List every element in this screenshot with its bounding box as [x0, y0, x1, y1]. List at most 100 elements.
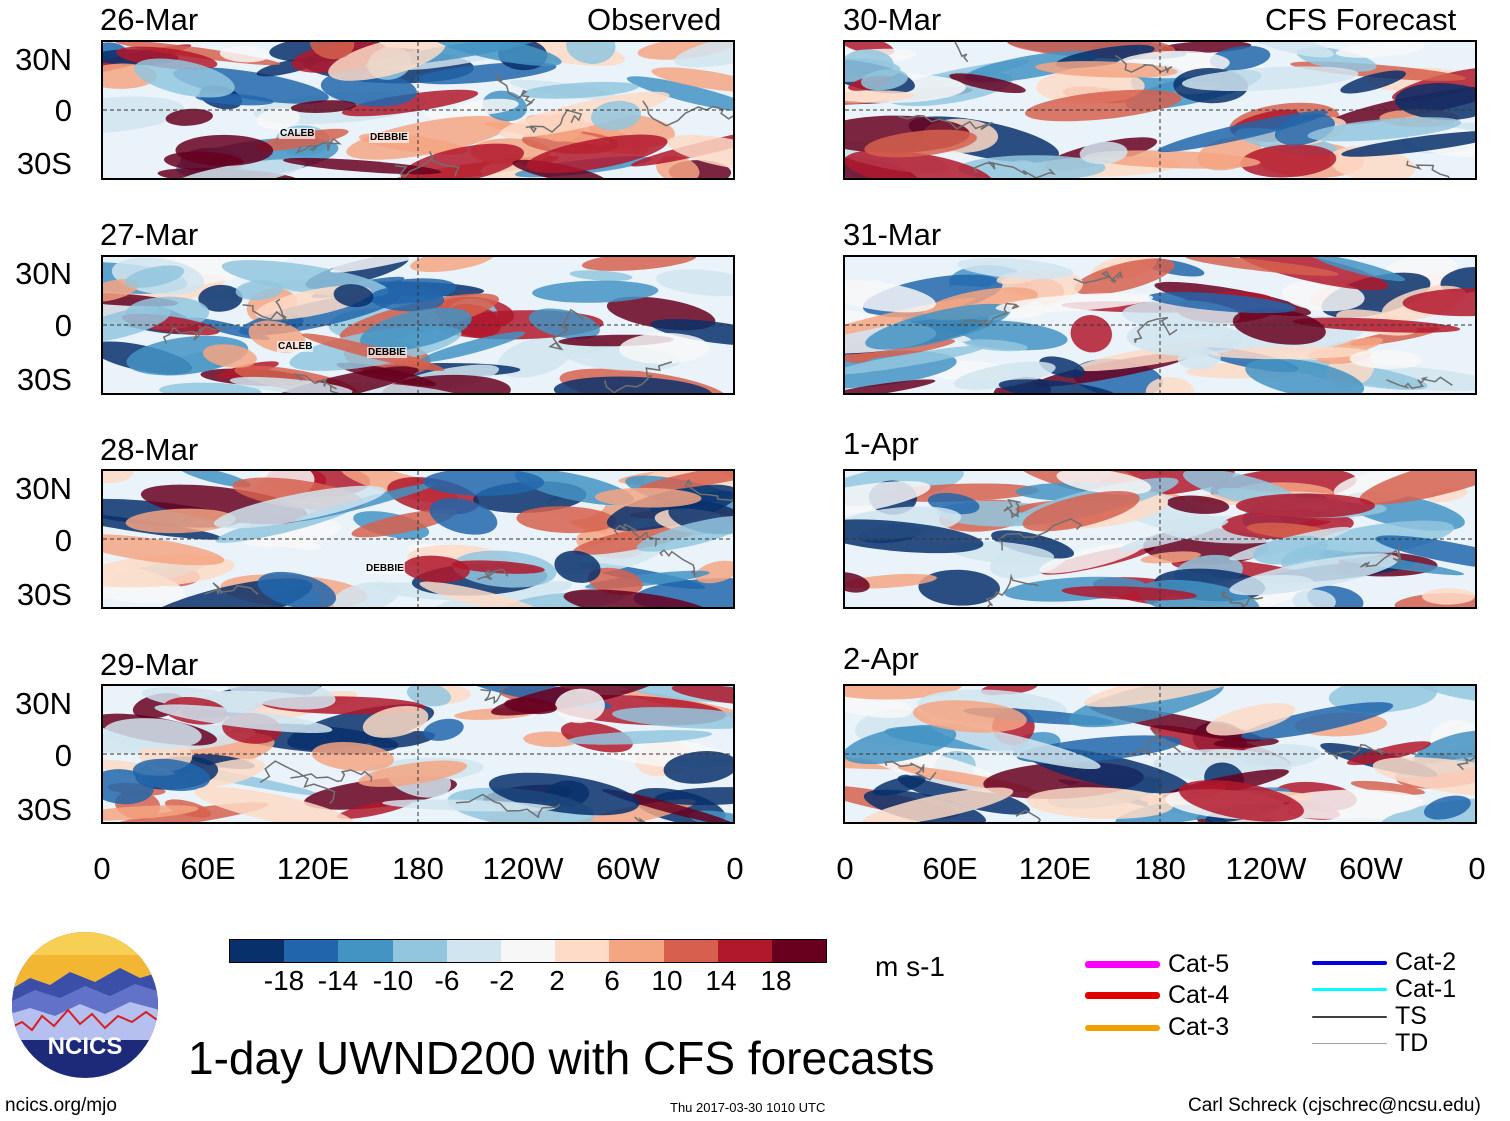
- wind-contour: [845, 481, 931, 520]
- wind-contour: [382, 799, 556, 812]
- wind-contour: [569, 270, 633, 281]
- panel-title-obs-3: 28-Mar: [100, 432, 199, 467]
- coastline: [455, 793, 561, 819]
- footer-url[interactable]: ncics.org/mjo: [5, 1095, 117, 1116]
- colorbar-swatch: [609, 940, 664, 962]
- wind-contour: [626, 76, 733, 113]
- wind-contour: [637, 471, 733, 492]
- coastline: [883, 760, 937, 781]
- wind-contour: [103, 96, 185, 134]
- wind-contour: [103, 278, 140, 302]
- wind-contour: [370, 286, 445, 312]
- wind-contour: [103, 805, 199, 821]
- wind-contour: [555, 688, 605, 724]
- storm-label-debbie: DEBBIE: [365, 563, 405, 574]
- wind-contour: [402, 555, 470, 583]
- wind-contour: [213, 485, 386, 529]
- coastline: [290, 769, 373, 783]
- colorbar-tick: -14: [317, 965, 359, 996]
- lat-label-30s: 30S: [16, 577, 72, 612]
- wind-contour: [419, 581, 545, 607]
- wind-contour: [124, 265, 185, 288]
- legend-swatch: [1312, 960, 1387, 965]
- coastline: [684, 478, 733, 502]
- wind-contour: [333, 284, 374, 308]
- wind-contour: [845, 345, 985, 375]
- wind-contour: [587, 567, 643, 596]
- panel-title-fc-3: 1-Apr: [843, 426, 919, 461]
- lat-label-30n: 30N: [15, 471, 72, 506]
- wind-contour: [309, 42, 355, 60]
- wind-contour: [430, 42, 562, 67]
- wind-contour: [845, 90, 915, 102]
- colorbar-swatch: [771, 940, 827, 962]
- wind-contour: [554, 550, 601, 583]
- wind-contour: [1074, 258, 1175, 295]
- wind-contour: [103, 471, 134, 484]
- page-title: 1-day UWND200 with CFS forecasts: [188, 1032, 935, 1084]
- wind-contour: [360, 307, 472, 351]
- observed-header: Observed: [587, 2, 722, 37]
- wind-contour: [845, 280, 936, 313]
- wind-contour: [1022, 491, 1140, 532]
- wind-contour: [1070, 315, 1113, 353]
- wind-contour: [1412, 686, 1475, 703]
- wind-contour: [255, 128, 349, 151]
- wind-contour: [1422, 588, 1475, 605]
- wind-contour: [636, 515, 733, 552]
- wind-contour: [991, 530, 1075, 559]
- wind-contour: [566, 730, 713, 745]
- map-panel-2-apr: [843, 684, 1477, 824]
- colorbar-swatch: [663, 940, 718, 962]
- map-panel-27-mar: CALEB DEBBIE: [101, 255, 735, 395]
- logo-text: NCICS: [48, 1033, 123, 1060]
- wind-contour: [619, 332, 710, 364]
- wind-contour: [451, 560, 545, 574]
- wind-contour: [553, 376, 713, 393]
- wind-contour: [1291, 520, 1455, 561]
- wind-contour: [1292, 317, 1461, 333]
- coastline: [1360, 543, 1402, 568]
- wind-contour: [328, 42, 446, 81]
- wind-contour: [845, 519, 984, 554]
- wind-contour: [256, 108, 301, 130]
- wind-contour: [845, 379, 936, 393]
- wind-contour: [1061, 586, 1198, 601]
- lat-label-30n: 30N: [15, 256, 72, 291]
- coastline: [242, 298, 289, 321]
- coastline: [394, 151, 460, 178]
- wind-contour: [332, 581, 400, 607]
- coastline: [1114, 54, 1173, 73]
- lon-label-120e: 120E: [1018, 851, 1092, 886]
- lon-label-120w: 120W: [482, 851, 564, 886]
- coastline: [1125, 730, 1181, 757]
- wind-contour: [998, 379, 1118, 393]
- wind-contour: [311, 742, 394, 772]
- wind-contour: [1084, 150, 1261, 169]
- lat-label-30n: 30N: [15, 686, 72, 721]
- wind-contour: [423, 471, 545, 496]
- footer-timestamp: Thu 2017-03-30 1010 UTC: [670, 1100, 826, 1115]
- wind-contour: [1232, 308, 1326, 345]
- colorbar-tick: 10: [651, 965, 683, 996]
- wind-contour: [1206, 703, 1296, 736]
- coastline: [997, 518, 1083, 551]
- colorbar-tick: -10: [372, 965, 414, 996]
- storm-label-caleb: CALEB: [277, 341, 314, 352]
- wind-contour: [666, 135, 733, 172]
- coastline: [1386, 376, 1453, 390]
- wind-contour: [159, 382, 262, 393]
- wind-contour: [194, 786, 356, 822]
- wind-contour: [521, 81, 639, 99]
- lat-label-eq: 0: [54, 93, 72, 128]
- coastline: [613, 523, 657, 547]
- colorbar-swatch: [446, 940, 501, 962]
- wind-contour: [864, 129, 977, 158]
- wind-contour: [134, 58, 235, 98]
- colorbar-tick: -6: [434, 965, 460, 996]
- wind-contour: [400, 143, 524, 178]
- wind-contour: [1240, 144, 1337, 178]
- lon-label-0: 0: [93, 851, 111, 886]
- wind-contour: [663, 751, 733, 784]
- coastline: [659, 549, 697, 578]
